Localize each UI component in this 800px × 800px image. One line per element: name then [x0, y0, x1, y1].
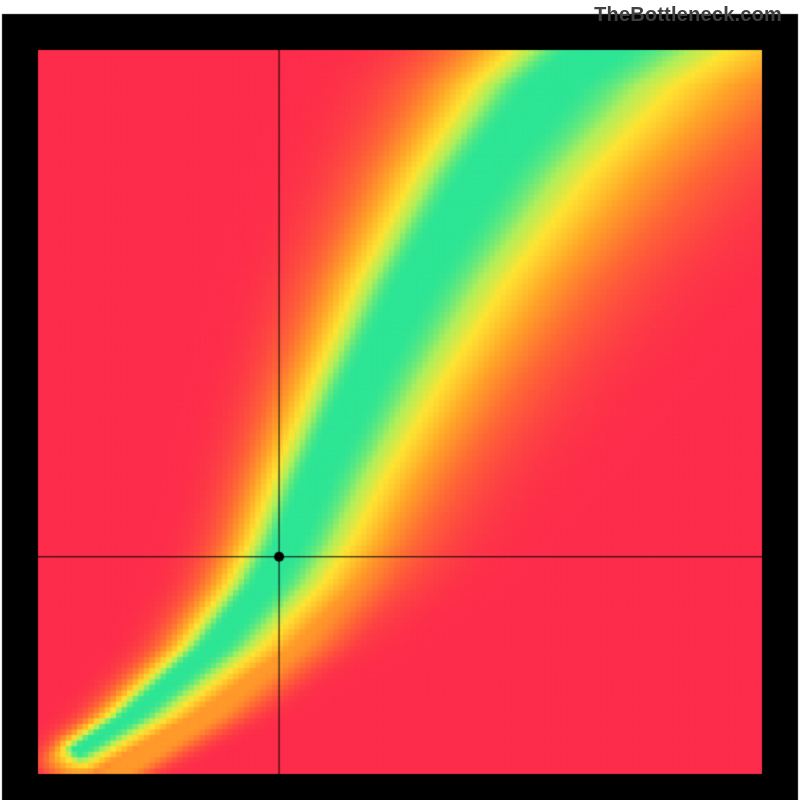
attribution-label: TheBottleneck.com — [594, 4, 782, 27]
chart-container: { "attribution": { "text": "TheBottlenec… — [0, 0, 800, 800]
bottleneck-heatmap — [0, 0, 800, 800]
